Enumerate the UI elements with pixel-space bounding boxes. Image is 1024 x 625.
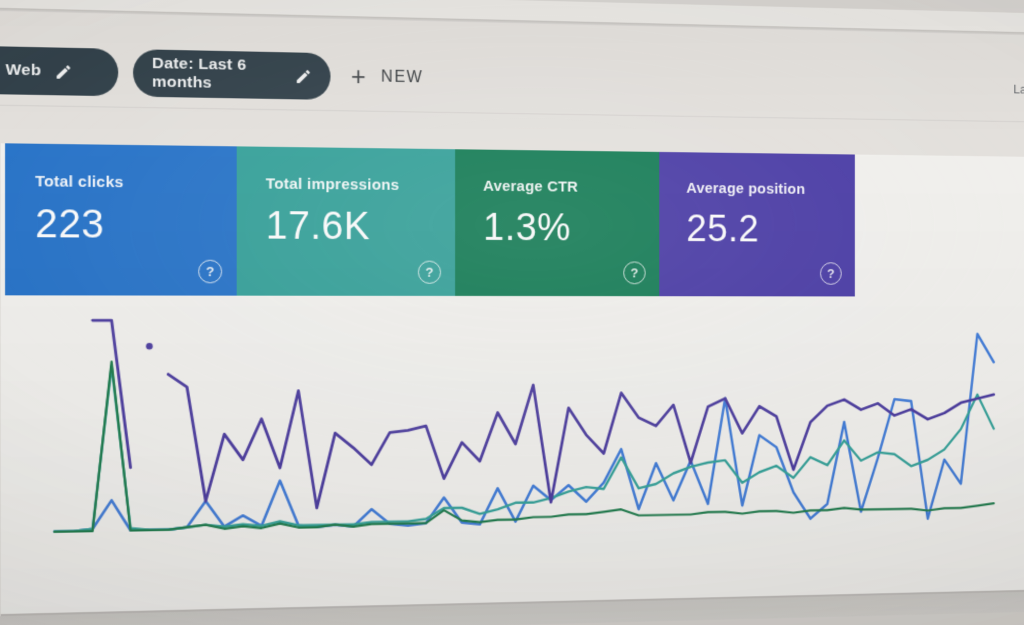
card-average-ctr[interactable]: Average CTR 1.3% ?	[455, 149, 660, 297]
chart-isolated-point-average-position	[146, 342, 153, 350]
help-icon[interactable]: ?	[623, 261, 646, 285]
filter-chip-search-type[interactable]: type: Web	[0, 44, 119, 97]
edit-pencil-icon[interactable]	[54, 63, 72, 81]
help-icon[interactable]: ?	[820, 262, 842, 285]
card-label: Average position	[686, 179, 806, 198]
filter-chip-search-type-label: type: Web	[0, 60, 42, 80]
card-total-impressions[interactable]: Total impressions 17.6K ?	[236, 146, 456, 296]
card-value: 1.3%	[483, 206, 571, 250]
help-icon[interactable]: ?	[417, 260, 442, 284]
card-value: 17.6K	[265, 204, 371, 249]
card-label: Total clicks	[35, 172, 124, 192]
top-right-clipped-text: La	[1013, 81, 1024, 97]
plus-icon: +	[350, 62, 366, 91]
filter-chip-date-range[interactable]: Date: Last 6 months	[133, 49, 331, 100]
chart-canvas	[46, 300, 1024, 559]
card-value: 25.2	[686, 208, 760, 251]
card-average-position[interactable]: Average position 25.2 ?	[659, 151, 855, 297]
help-icon[interactable]: ?	[198, 259, 223, 284]
chart-line-average-position	[93, 320, 131, 468]
card-label: Total impressions	[265, 175, 400, 194]
new-filter-button-label: NEW	[381, 68, 424, 87]
card-value: 223	[35, 202, 105, 247]
metric-cards-row: Total clicks 223 ? Total impressions 17.…	[5, 143, 855, 297]
edit-pencil-icon[interactable]	[295, 67, 312, 85]
performance-line-chart[interactable]: 2/24/193/10/193/24/194/7/194/21/195/5/19…	[46, 300, 1024, 559]
filter-toolbar: type: Web Date: Last 6 months + NEW La	[0, 0, 1024, 157]
card-total-clicks[interactable]: Total clicks 223 ?	[5, 143, 237, 296]
toolbar-divider	[0, 103, 1024, 124]
filter-chip-date-range-label: Date: Last 6 months	[152, 54, 247, 92]
card-label: Average CTR	[483, 177, 579, 196]
performance-panel: Total clicks 223 ? Total impressions 17.…	[0, 143, 1024, 617]
new-filter-button[interactable]: + NEW	[351, 54, 423, 102]
